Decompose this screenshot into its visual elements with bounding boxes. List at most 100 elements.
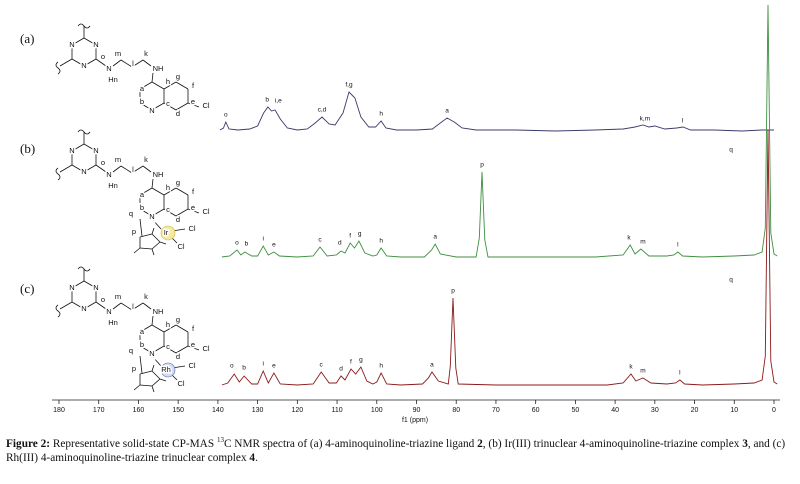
peak-label: h: [379, 111, 383, 118]
atom-label: N: [106, 64, 111, 73]
atom-label: N: [81, 167, 86, 176]
atom-label: Hn: [108, 181, 118, 190]
bond: [139, 233, 153, 238]
atom-label: k: [144, 292, 148, 301]
atom-label: Cl: [177, 242, 184, 251]
bond: [59, 164, 73, 173]
peak-label: o: [230, 363, 234, 370]
x-tick-label: 110: [331, 407, 342, 414]
x-tick-label: 30: [651, 407, 659, 414]
atom-label: d: [176, 109, 180, 118]
bond: [159, 378, 167, 382]
bond: [163, 187, 177, 196]
x-tick-label: 160: [133, 407, 145, 414]
bond: [131, 165, 144, 174]
peak-label: q: [729, 147, 733, 154]
atom-label: f: [192, 324, 195, 333]
bond: [83, 58, 97, 67]
bond: [71, 164, 85, 173]
peak-label: o: [224, 112, 228, 119]
x-tick-label: 100: [371, 407, 383, 414]
atom-label: g: [176, 315, 180, 324]
bond: [83, 37, 97, 46]
spectrum: [221, 4, 778, 258]
metal-highlight: [160, 362, 176, 378]
atom-label: b: [140, 97, 144, 106]
bond: [142, 302, 152, 310]
peak-label: p: [480, 162, 484, 169]
atom-label: e: [191, 340, 195, 349]
bond: [71, 301, 85, 310]
bond: [139, 208, 153, 217]
bond: [151, 72, 154, 83]
x-tick-label: 50: [571, 407, 579, 414]
peak-label: q: [729, 277, 733, 284]
bond: [163, 324, 177, 333]
peak-label: a: [433, 234, 437, 241]
bond: [151, 324, 165, 333]
x-tick-label: 130: [252, 407, 264, 414]
peak-label: o: [235, 240, 239, 247]
peak-label: c,d: [318, 107, 327, 114]
atom-label: N: [93, 40, 98, 49]
bond: [151, 355, 162, 367]
caption-bold: 4: [249, 452, 256, 464]
wavy-bond: [55, 304, 61, 318]
atom-label: N: [81, 61, 86, 70]
bond: [139, 324, 153, 333]
caption-text: .: [255, 452, 258, 464]
atom-label: q: [129, 209, 133, 218]
peak-label: f: [350, 359, 352, 366]
peak-label: m: [640, 368, 645, 375]
bond: [83, 280, 97, 289]
atom-label: N: [149, 212, 154, 221]
caption-sup: 13: [216, 436, 224, 445]
atom-label: a: [140, 190, 145, 199]
bond: [187, 345, 200, 351]
spectrum: [219, 91, 774, 132]
bond: [151, 102, 165, 111]
bond: [139, 81, 153, 90]
atom-label: Cl: [188, 361, 195, 370]
caption-label: Figure 2:: [6, 438, 51, 450]
caption-text: Representative solid-state CP-MAS: [50, 438, 217, 450]
atom-label: k: [144, 49, 148, 58]
atom-label: N: [69, 40, 74, 49]
caption-text: , (b) Ir(III) trinuclear 4-aminoquinolin…: [482, 438, 743, 450]
peak-label: i,e: [275, 98, 282, 105]
spectrum: [221, 129, 778, 386]
atom-label: Cl: [177, 379, 184, 388]
atom-label: N: [149, 349, 154, 358]
peak-label: h: [379, 363, 383, 370]
x-tick-label: 0: [772, 407, 776, 414]
bond: [59, 301, 73, 310]
peak-label: l: [679, 370, 681, 377]
bond: [139, 218, 143, 237]
atom-label: Cl: [202, 101, 209, 110]
panel-label: (c): [20, 281, 34, 296]
bond: [187, 208, 200, 214]
atom-label: N: [149, 106, 154, 115]
caption: Figure 2: Representative solid-state CP-…: [6, 437, 792, 465]
bond: [133, 247, 141, 254]
atom-label: h: [166, 320, 170, 329]
peak-label: f: [349, 233, 351, 240]
bond: [112, 302, 122, 310]
atom-label: Hn: [108, 318, 118, 327]
bond: [175, 324, 189, 333]
peak-label: k: [629, 364, 633, 371]
bond: [95, 301, 107, 310]
panel-label: (a): [20, 31, 34, 46]
peak-label: i: [262, 236, 263, 243]
bond: [163, 81, 177, 90]
atom-label: N: [106, 307, 111, 316]
peak-label: c: [318, 237, 322, 244]
x-tick-label: 80: [452, 407, 460, 414]
x-tick-label: 120: [291, 407, 303, 414]
bond: [151, 385, 155, 393]
peak-label: a: [430, 362, 434, 369]
bond: [175, 208, 189, 217]
atom-label: m: [115, 292, 121, 301]
atom-label: m: [115, 49, 121, 58]
x-tick-label: 170: [93, 407, 105, 414]
